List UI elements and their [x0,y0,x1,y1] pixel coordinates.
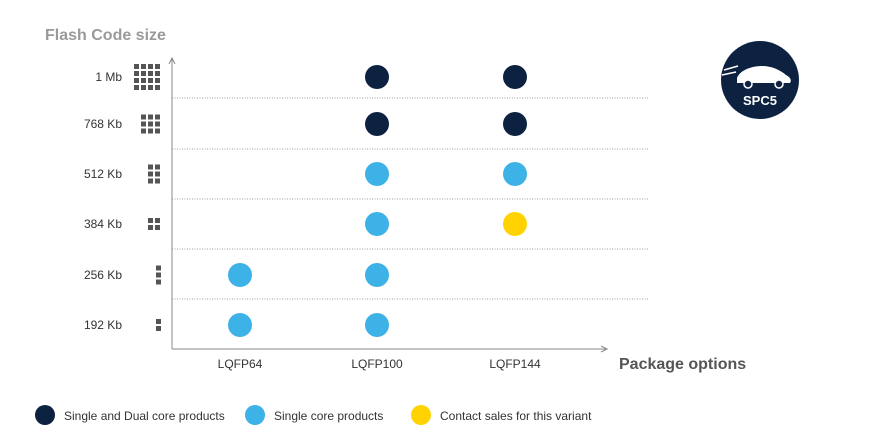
memory-block [141,85,146,90]
x-tick-label: LQFP144 [489,357,541,371]
y-tick-label: 192 Kb [84,318,122,332]
legend-label-series-1: Single and Dual core products [64,409,225,423]
memory-block [141,71,146,76]
legend-label-series-3: Contact sales for this variant [440,409,592,423]
memory-block [134,64,139,69]
y-tick-label: 256 Kb [84,268,122,282]
memory-blocks-icon [148,218,160,230]
memory-block [155,164,160,170]
memory-block [141,128,146,134]
legend-marker-series-1 [35,405,55,425]
car-icon [721,65,791,89]
x-tick-labels: LQFP64 LQFP100 LQFP144 [218,357,541,371]
data-point-series-1 [503,65,527,89]
y-tick-label: 384 Kb [84,217,122,231]
memory-block [148,121,153,127]
memory-block [155,64,160,69]
memory-block [148,171,153,177]
x-tick-label: LQFP100 [351,357,403,371]
memory-block [155,178,160,184]
data-point-series-2 [228,263,252,287]
data-point-series-2 [365,313,389,337]
axes [168,56,609,353]
memory-block [155,121,160,127]
memory-block [155,85,160,90]
memory-block [155,218,160,223]
memory-block [156,326,161,331]
memory-blocks-icon [148,164,160,184]
memory-block [156,265,161,271]
y-tick-label: 768 Kb [84,117,122,131]
memory-block [148,85,153,90]
memory-block [156,319,161,324]
memory-block [156,272,161,278]
memory-block [134,85,139,90]
legend-label-series-2: Single core products [274,409,383,423]
memory-blocks-icon [134,64,160,90]
data-point-series-2 [365,162,389,186]
spc5-logo: SPC5 [721,41,799,119]
memory-blocks-icon [156,265,161,285]
data-point-series-1 [503,112,527,136]
data-point-series-2 [365,212,389,236]
logo-text: SPC5 [743,93,777,108]
y-axis-title: Flash Code size [45,27,166,44]
x-tick-label: LQFP64 [218,357,263,371]
memory-block [156,279,161,285]
legend: Single and Dual core products Single core… [35,405,592,425]
memory-block [155,114,160,120]
memory-blocks-icon [156,319,161,331]
data-point-series-1 [365,112,389,136]
memory-block [134,71,139,76]
memory-block [141,121,146,127]
data-point-series-1 [365,65,389,89]
data-point-series-3 [503,212,527,236]
memory-block [148,225,153,230]
y-axis-arrow [168,56,176,65]
memory-block [134,78,139,83]
legend-marker-series-2 [245,405,265,425]
memory-block [148,78,153,83]
memory-block [148,128,153,134]
memory-block [141,64,146,69]
memory-block [141,78,146,83]
data-point-series-2 [228,313,252,337]
grid [172,97,648,300]
memory-block [155,171,160,177]
y-tick-label: 1 Mb [95,70,122,84]
data-points [228,65,527,337]
memory-block [148,178,153,184]
legend-marker-series-3 [411,405,431,425]
memory-blocks-icon [141,114,160,134]
x-axis-arrow [600,345,609,353]
memory-block [148,71,153,76]
x-axis-title: Package options [619,356,746,373]
memory-block [155,225,160,230]
memory-block [148,164,153,170]
y-tick-label: 512 Kb [84,167,122,181]
memory-block [148,114,153,120]
data-point-series-2 [365,263,389,287]
memory-block [141,114,146,120]
memory-block [155,78,160,83]
data-point-series-2 [503,162,527,186]
memory-block [155,71,160,76]
memory-block [155,128,160,134]
memory-block [148,64,153,69]
y-tick-labels: 1 Mb 768 Kb 512 Kb 384 Kb 256 Kb 192 Kb [84,64,161,332]
memory-block [148,218,153,223]
